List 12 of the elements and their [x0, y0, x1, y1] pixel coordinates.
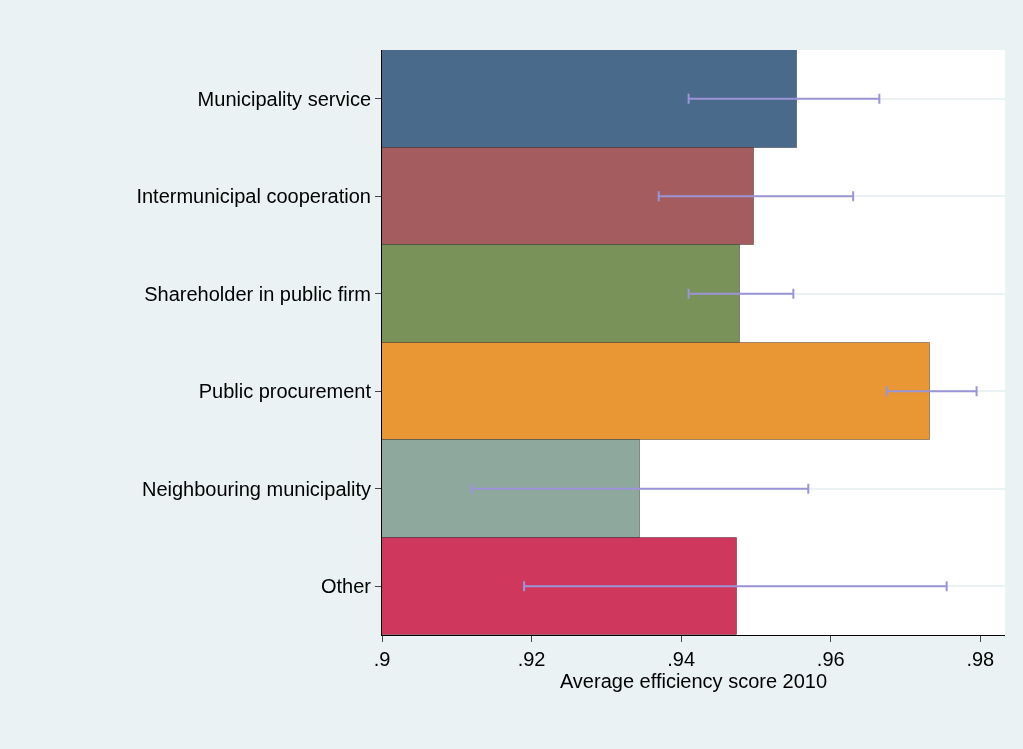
y-tick-label: Shareholder in public firm [144, 282, 371, 305]
x-axis-title: Average efficiency score 2010 [559, 670, 828, 692]
x-tick-label: .94 [667, 648, 696, 670]
x-tick-label: .96 [816, 648, 845, 670]
y-tick-label: Municipality service [197, 87, 371, 110]
y-tick-label: Intermunicipal cooperation [136, 185, 371, 208]
y-tick-label: Other [320, 575, 372, 598]
x-tick-label: .98 [966, 648, 995, 670]
x-tick-label: .9 [373, 648, 391, 670]
y-tick-label: Neighbouring municipality [141, 477, 371, 500]
x-tick-label: .92 [517, 648, 546, 670]
y-tick-label: Public procurement [198, 380, 372, 403]
